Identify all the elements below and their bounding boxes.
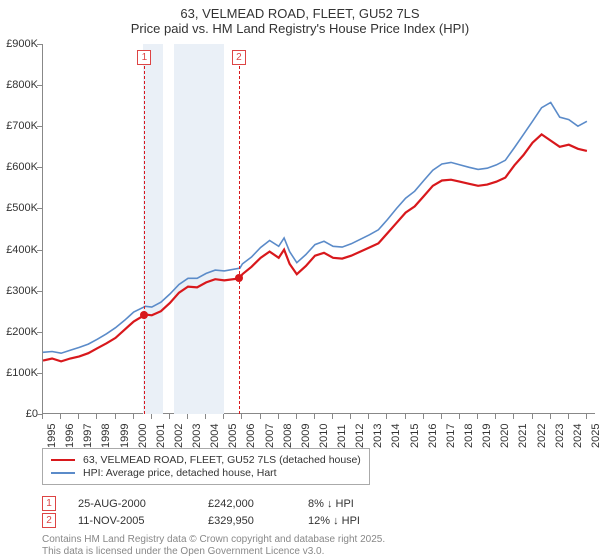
x-tick-label: 1997 [82, 424, 94, 448]
legend-item: HPI: Average price, detached house, Hart [51, 467, 361, 479]
x-tick-label: 2002 [173, 424, 185, 448]
x-tick-label: 2013 [372, 424, 384, 448]
y-tick-label: £200K [6, 326, 38, 338]
plot-area [42, 44, 595, 414]
series-line [43, 102, 587, 353]
x-tick-label: 2009 [300, 424, 312, 448]
x-tick-label: 2012 [354, 424, 366, 448]
x-tick-label: 2007 [264, 424, 276, 448]
title-line-1: 63, VELMEAD ROAD, FLEET, GU52 7LS [0, 6, 600, 21]
sale-marker: 2 [232, 50, 246, 65]
chart-title: 63, VELMEAD ROAD, FLEET, GU52 7LS Price … [0, 0, 600, 36]
legend-box: 63, VELMEAD ROAD, FLEET, GU52 7LS (detac… [42, 448, 370, 485]
y-tick-label: £800K [6, 79, 38, 91]
series-line [43, 134, 587, 361]
x-tick-label: 1995 [46, 424, 58, 448]
y-tick-label: £700K [6, 120, 38, 132]
x-tick-label: 2024 [572, 424, 584, 448]
x-tick-label: 2008 [282, 424, 294, 448]
footer-line-1: Contains HM Land Registry data © Crown c… [42, 534, 385, 546]
x-tick-label: 1999 [119, 424, 131, 448]
x-tick-label: 2011 [336, 424, 348, 448]
x-tick-label: 2016 [427, 424, 439, 448]
footer-text: Contains HM Land Registry data © Crown c… [42, 534, 385, 557]
x-tick-label: 2001 [155, 424, 167, 448]
sales-table: 125-AUG-2000£242,0008% ↓ HPI 211-NOV-2005… [42, 494, 360, 530]
x-tick-label: 2015 [409, 424, 421, 448]
legend-item: 63, VELMEAD ROAD, FLEET, GU52 7LS (detac… [51, 454, 361, 466]
y-tick-label: £300K [6, 285, 38, 297]
y-tick-label: £600K [6, 161, 38, 173]
sale-row: 211-NOV-2005£329,95012% ↓ HPI [42, 513, 360, 528]
y-tick-label: £900K [6, 38, 38, 50]
x-tick-label: 2003 [191, 424, 203, 448]
x-tick-label: 2022 [536, 424, 548, 448]
y-tick-label: £400K [6, 244, 38, 256]
x-tick-label: 2004 [209, 424, 221, 448]
x-tick-label: 2014 [390, 424, 402, 448]
x-tick-label: 2000 [137, 424, 149, 448]
x-tick-label: 2010 [318, 424, 330, 448]
x-tick-label: 2020 [499, 424, 511, 448]
footer-line-2: This data is licensed under the Open Gov… [42, 546, 385, 558]
x-tick-label: 2006 [245, 424, 257, 448]
x-tick-label: 2017 [445, 424, 457, 448]
x-tick-label: 2025 [590, 424, 600, 448]
x-tick-label: 2018 [463, 424, 475, 448]
title-line-2: Price paid vs. HM Land Registry's House … [0, 21, 600, 36]
x-tick-label: 2019 [481, 424, 493, 448]
sale-row: 125-AUG-2000£242,0008% ↓ HPI [42, 496, 360, 511]
x-tick-label: 1996 [64, 424, 76, 448]
x-tick-label: 1998 [100, 424, 112, 448]
y-tick-label: £100K [6, 367, 38, 379]
price-chart: { "title": { "line1": "63, VELMEAD ROAD,… [0, 0, 600, 560]
x-tick-label: 2005 [227, 424, 239, 448]
sale-marker: 1 [137, 50, 151, 65]
y-tick-label: £500K [6, 202, 38, 214]
x-tick-label: 2023 [554, 424, 566, 448]
chart-lines [43, 44, 596, 414]
x-tick-label: 2021 [517, 424, 529, 448]
